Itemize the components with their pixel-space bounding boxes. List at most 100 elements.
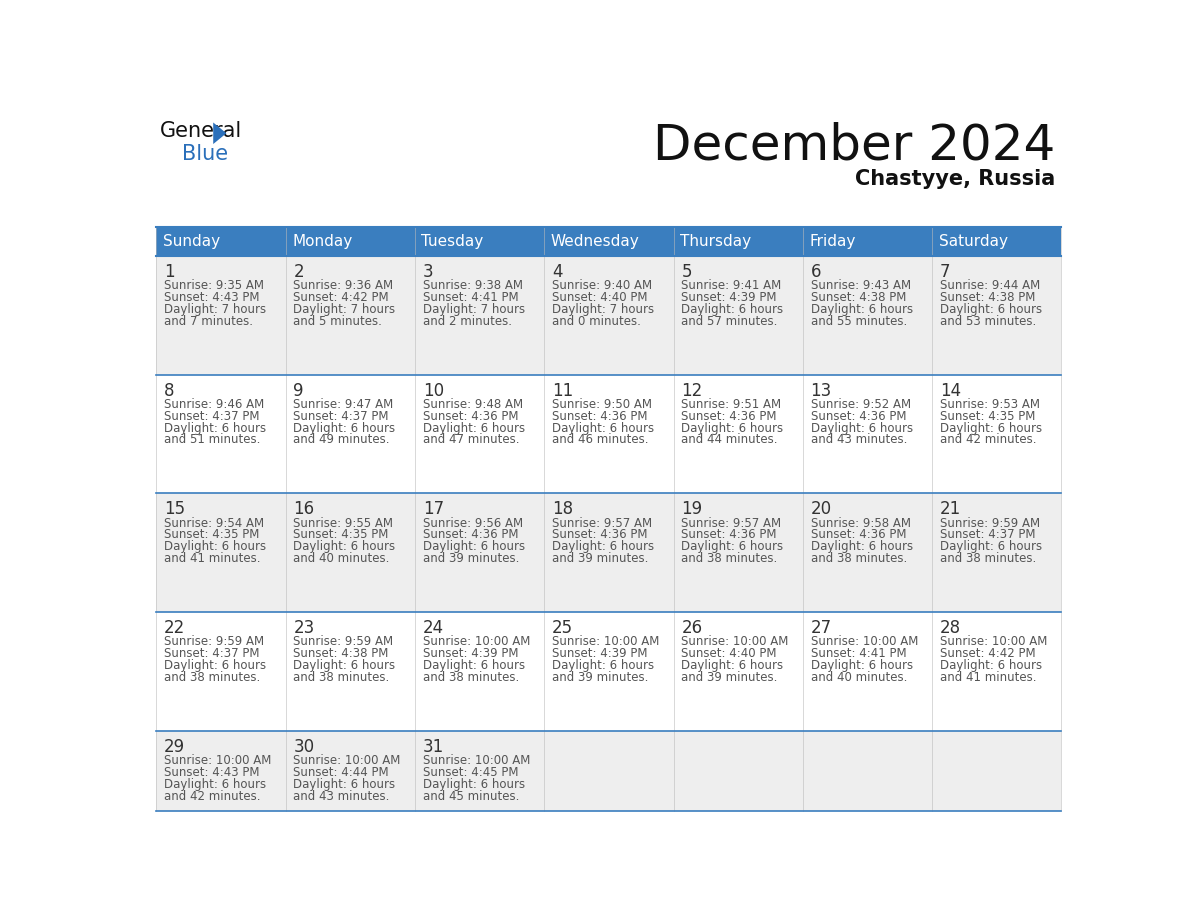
Text: Daylight: 6 hours: Daylight: 6 hours (423, 421, 525, 434)
Text: Sunrise: 9:38 AM: Sunrise: 9:38 AM (423, 279, 523, 292)
Bar (415, 375, 544, 494)
Text: 9: 9 (293, 382, 304, 399)
Text: 3: 3 (423, 263, 434, 281)
Text: Sunset: 4:35 PM: Sunset: 4:35 PM (940, 409, 1035, 422)
Bar (803, 494, 933, 612)
Text: and 7 minutes.: and 7 minutes. (164, 315, 253, 328)
Text: Daylight: 6 hours: Daylight: 6 hours (940, 303, 1042, 316)
Text: Daylight: 6 hours: Daylight: 6 hours (164, 659, 266, 672)
Text: 18: 18 (552, 500, 573, 519)
Bar (674, 732, 803, 811)
Text: and 39 minutes.: and 39 minutes. (552, 553, 649, 565)
Text: Sunset: 4:36 PM: Sunset: 4:36 PM (681, 409, 777, 422)
Text: 31: 31 (423, 738, 444, 756)
Text: Sunset: 4:36 PM: Sunset: 4:36 PM (681, 529, 777, 542)
Text: and 43 minutes.: and 43 minutes. (293, 790, 390, 803)
Text: Daylight: 6 hours: Daylight: 6 hours (164, 421, 266, 434)
Text: Sunset: 4:41 PM: Sunset: 4:41 PM (810, 647, 906, 660)
Text: Daylight: 6 hours: Daylight: 6 hours (810, 659, 912, 672)
Bar (285, 256, 415, 375)
Text: 11: 11 (552, 382, 573, 399)
Text: and 42 minutes.: and 42 minutes. (940, 433, 1036, 446)
Text: Sunrise: 10:00 AM: Sunrise: 10:00 AM (810, 635, 918, 648)
Text: Daylight: 6 hours: Daylight: 6 hours (423, 659, 525, 672)
Text: Tuesday: Tuesday (422, 234, 484, 249)
Text: Sunrise: 9:51 AM: Sunrise: 9:51 AM (681, 397, 782, 410)
Text: Sunrise: 9:59 AM: Sunrise: 9:59 AM (940, 517, 1040, 530)
Text: Sunrise: 9:52 AM: Sunrise: 9:52 AM (810, 397, 911, 410)
Text: Sunset: 4:37 PM: Sunset: 4:37 PM (940, 529, 1036, 542)
Text: Sunset: 4:39 PM: Sunset: 4:39 PM (552, 647, 647, 660)
Text: 12: 12 (681, 382, 702, 399)
Text: Wednesday: Wednesday (551, 234, 639, 249)
Text: Saturday: Saturday (939, 234, 1007, 249)
Text: Sunrise: 9:50 AM: Sunrise: 9:50 AM (552, 397, 652, 410)
Text: 24: 24 (423, 620, 444, 637)
Text: Sunrise: 10:00 AM: Sunrise: 10:00 AM (552, 635, 659, 648)
Text: and 55 minutes.: and 55 minutes. (810, 315, 906, 328)
Text: Sunset: 4:38 PM: Sunset: 4:38 PM (810, 291, 906, 304)
Bar (415, 256, 544, 375)
Text: and 38 minutes.: and 38 minutes. (681, 553, 777, 565)
Bar (933, 612, 1061, 732)
Text: Sunset: 4:36 PM: Sunset: 4:36 PM (423, 529, 518, 542)
Text: 10: 10 (423, 382, 444, 399)
Bar (285, 494, 415, 612)
Text: Daylight: 6 hours: Daylight: 6 hours (293, 421, 396, 434)
Text: Sunrise: 9:35 AM: Sunrise: 9:35 AM (164, 279, 264, 292)
Text: 29: 29 (164, 738, 185, 756)
Text: Daylight: 6 hours: Daylight: 6 hours (810, 541, 912, 554)
Text: Thursday: Thursday (680, 234, 751, 249)
Text: 14: 14 (940, 382, 961, 399)
Text: Sunrise: 9:57 AM: Sunrise: 9:57 AM (552, 517, 652, 530)
Text: Daylight: 6 hours: Daylight: 6 hours (681, 303, 783, 316)
Text: Sunset: 4:37 PM: Sunset: 4:37 PM (164, 409, 259, 422)
Text: Sunrise: 9:44 AM: Sunrise: 9:44 AM (940, 279, 1041, 292)
Bar (415, 612, 544, 732)
Text: Sunset: 4:41 PM: Sunset: 4:41 PM (423, 291, 518, 304)
Text: Sunrise: 10:00 AM: Sunrise: 10:00 AM (293, 755, 400, 767)
Text: Daylight: 6 hours: Daylight: 6 hours (940, 659, 1042, 672)
Bar (803, 612, 933, 732)
Text: and 42 minutes.: and 42 minutes. (164, 790, 260, 803)
Text: and 39 minutes.: and 39 minutes. (681, 671, 778, 684)
Text: 17: 17 (423, 500, 444, 519)
Text: Sunrise: 9:41 AM: Sunrise: 9:41 AM (681, 279, 782, 292)
Text: Daylight: 6 hours: Daylight: 6 hours (552, 541, 655, 554)
Bar (285, 612, 415, 732)
Bar (933, 732, 1061, 811)
Text: 8: 8 (164, 382, 175, 399)
Text: Daylight: 6 hours: Daylight: 6 hours (164, 778, 266, 791)
Text: and 57 minutes.: and 57 minutes. (681, 315, 778, 328)
Text: Sunrise: 9:46 AM: Sunrise: 9:46 AM (164, 397, 264, 410)
Text: Sunset: 4:43 PM: Sunset: 4:43 PM (164, 291, 259, 304)
Text: Sunset: 4:36 PM: Sunset: 4:36 PM (552, 529, 647, 542)
Text: 1: 1 (164, 263, 175, 281)
Text: Daylight: 6 hours: Daylight: 6 hours (940, 541, 1042, 554)
Text: and 51 minutes.: and 51 minutes. (164, 433, 260, 446)
Text: Sunrise: 10:00 AM: Sunrise: 10:00 AM (423, 755, 530, 767)
Text: 21: 21 (940, 500, 961, 519)
Text: Sunrise: 9:58 AM: Sunrise: 9:58 AM (810, 517, 910, 530)
Text: Sunset: 4:36 PM: Sunset: 4:36 PM (552, 409, 647, 422)
Bar (415, 227, 544, 256)
Text: Daylight: 7 hours: Daylight: 7 hours (164, 303, 266, 316)
Text: Sunset: 4:36 PM: Sunset: 4:36 PM (810, 409, 906, 422)
Text: Sunset: 4:35 PM: Sunset: 4:35 PM (164, 529, 259, 542)
Bar (933, 227, 1061, 256)
Bar (544, 256, 674, 375)
Text: and 38 minutes.: and 38 minutes. (810, 553, 906, 565)
Text: and 38 minutes.: and 38 minutes. (164, 671, 260, 684)
Text: Chastyye, Russia: Chastyye, Russia (855, 170, 1055, 189)
Text: 26: 26 (681, 620, 702, 637)
Bar (157, 256, 285, 375)
Text: Daylight: 6 hours: Daylight: 6 hours (423, 778, 525, 791)
Text: Sunset: 4:36 PM: Sunset: 4:36 PM (423, 409, 518, 422)
Bar (674, 612, 803, 732)
Text: 5: 5 (681, 263, 691, 281)
Text: and 41 minutes.: and 41 minutes. (940, 671, 1036, 684)
Bar (157, 227, 285, 256)
Bar (285, 732, 415, 811)
Text: and 5 minutes.: and 5 minutes. (293, 315, 383, 328)
Text: Sunset: 4:37 PM: Sunset: 4:37 PM (293, 409, 388, 422)
